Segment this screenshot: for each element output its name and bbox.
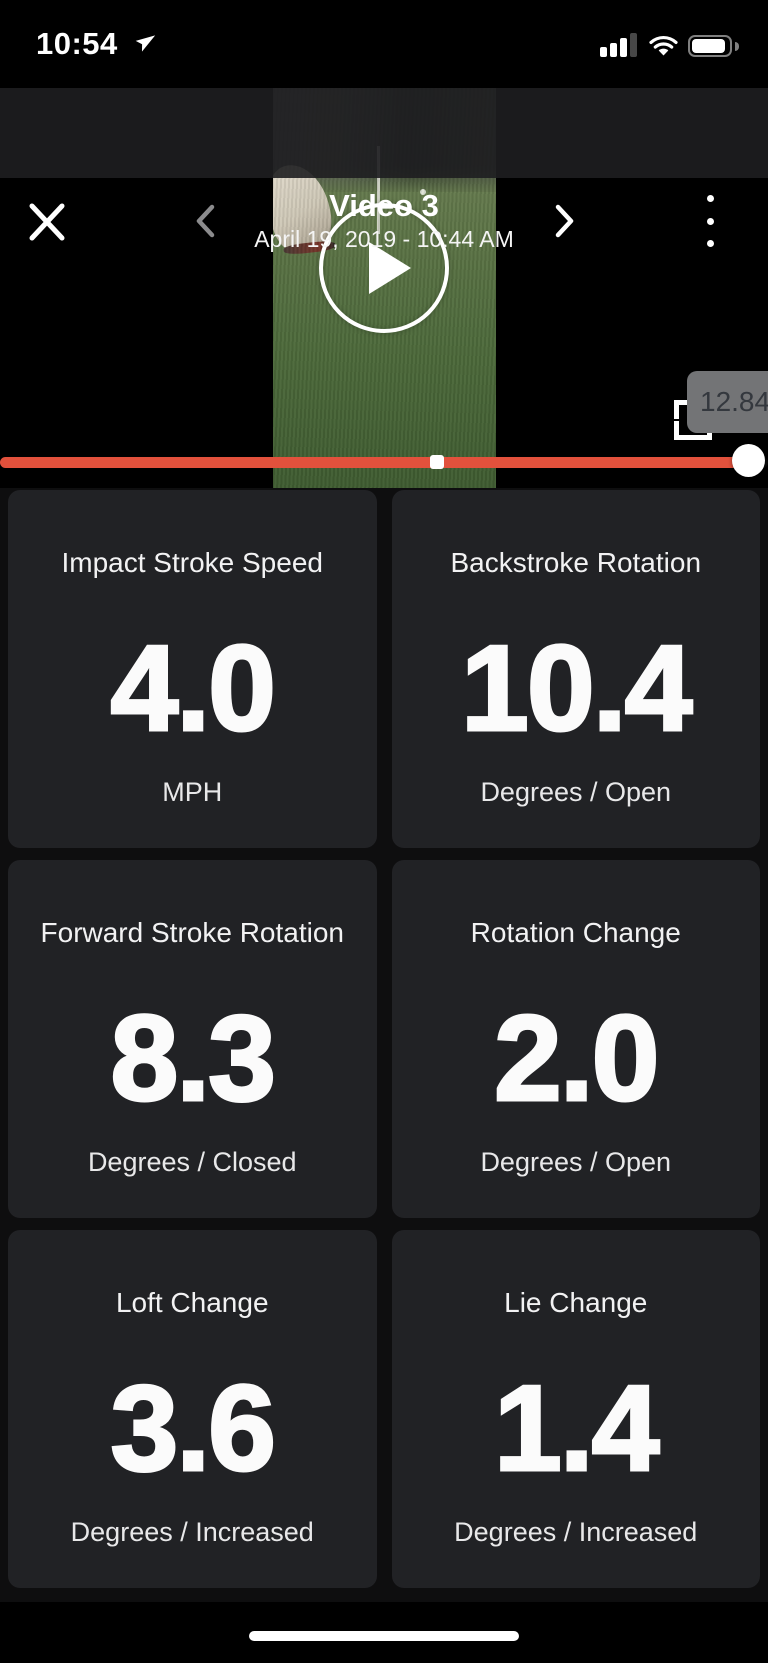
video-title: Video 3 (329, 188, 439, 223)
play-button[interactable] (319, 203, 449, 333)
metric-unit: Degrees / Increased (70, 1517, 314, 1547)
metric-unit: Degrees / Closed (87, 1147, 297, 1177)
metric-unit: Degrees / Open (480, 1147, 672, 1177)
nav-title-block: Video 3 April 19, 2019 - 10:44 AM (184, 188, 584, 253)
metric-value: 2.0 (492, 990, 661, 1126)
video-date: April 19, 2019 - 10:44 AM (254, 226, 514, 252)
metrics-grid: Impact Stroke Speed 4.0 MPH Backstroke R… (0, 488, 768, 1602)
more-options-button[interactable] (700, 195, 720, 247)
metric-unit: Degrees / Increased (454, 1517, 698, 1547)
status-time: 10:54 (36, 26, 118, 61)
location-arrow-icon (135, 35, 156, 52)
next-video-button[interactable] (552, 203, 578, 239)
home-indicator[interactable] (249, 1631, 519, 1641)
impact-marker (429, 455, 444, 469)
metric-title: Impact Stroke Speed (61, 547, 323, 578)
metric-card-loft-change: Loft Change 3.6 Degrees / Increased (8, 1230, 377, 1588)
previous-video-button[interactable] (192, 203, 218, 239)
cellular-signal-icon (600, 33, 640, 57)
metric-title: Loft Change (115, 1287, 269, 1318)
metric-card-rotation-change: Rotation Change 2.0 Degrees / Open (391, 860, 760, 1218)
metric-value: 4.0 (109, 620, 278, 756)
play-icon (369, 242, 411, 294)
battery-cap (735, 42, 739, 51)
metric-value: 1.4 (492, 1360, 661, 1496)
close-icon[interactable] (26, 199, 68, 243)
nav-bar: Video 3 April 19, 2019 - 10:44 AM (0, 88, 768, 252)
metric-title: Backstroke Rotation (450, 547, 702, 578)
wifi-icon (649, 35, 678, 56)
scrubber-thumb[interactable] (732, 444, 765, 477)
metric-value: 3.6 (109, 1360, 278, 1496)
golf-ball-in-video (420, 189, 426, 195)
metric-title: Rotation Change (470, 917, 681, 948)
video-scrubber-track[interactable] (0, 455, 768, 469)
time-tooltip: 12.84 (687, 371, 768, 433)
metric-unit: Degrees / Open (480, 777, 672, 807)
metric-card-forward-stroke-rotation: Forward Stroke Rotation 8.3 Degrees / Cl… (8, 860, 377, 1218)
metric-card-impact-stroke-speed: Impact Stroke Speed 4.0 MPH (8, 490, 377, 848)
metric-value: 10.4 (460, 620, 694, 756)
metric-card-lie-change: Lie Change 1.4 Degrees / Increased (391, 1230, 760, 1588)
metric-value: 8.3 (109, 990, 278, 1126)
metric-title: Forward Stroke Rotation (40, 917, 344, 948)
flagstick-in-video (377, 146, 380, 234)
metric-unit: MPH (162, 777, 223, 807)
metric-card-backstroke-rotation: Backstroke Rotation 10.4 Degrees / Open (391, 490, 760, 848)
scrubber-progress-fill (0, 457, 749, 468)
metric-title: Lie Change (504, 1287, 648, 1318)
battery-icon (688, 35, 732, 57)
